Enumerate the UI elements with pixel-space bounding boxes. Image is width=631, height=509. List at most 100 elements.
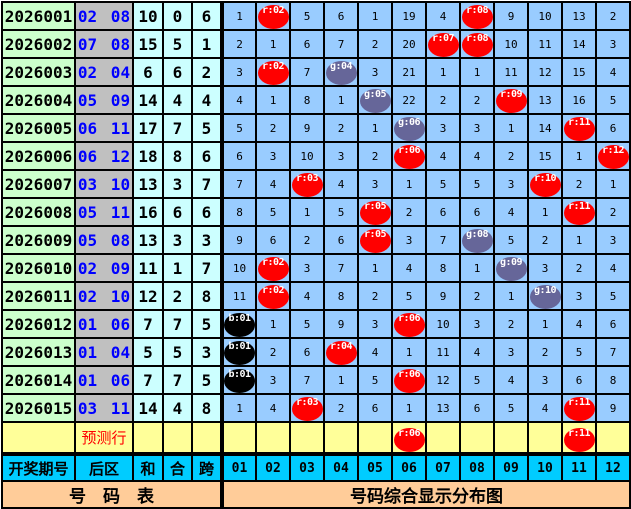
grid-cell: 5 bbox=[289, 309, 325, 339]
grid-cell: 16 bbox=[561, 85, 597, 115]
grid-cell: 5 bbox=[595, 85, 631, 115]
grid-cell: 1 bbox=[323, 365, 359, 395]
draw-row: 2026012 01 06 7 7 5 b:01 1 5 9 3 r:06 10 3 2 1 4 6 bbox=[1, 309, 631, 339]
number-ball: r:10 bbox=[529, 173, 561, 197]
grid-cell: 1 bbox=[493, 281, 529, 311]
combo-value: 1 bbox=[162, 253, 193, 283]
grid-cell: 11 bbox=[527, 29, 563, 59]
number-ball: r:06 bbox=[393, 145, 425, 169]
number-ball: r:11 bbox=[563, 428, 595, 452]
grid-cell bbox=[527, 421, 563, 455]
back-zone-numbers: 06 12 bbox=[74, 141, 134, 171]
grid-cell: 2 bbox=[255, 337, 291, 367]
grid-cell: 2 bbox=[323, 113, 359, 143]
draw-row: 2026013 01 04 5 5 3 b:01 2 6 r:04 4 1 11 4 3 2 5 7 bbox=[1, 337, 631, 367]
draw-row: 2026005 06 11 17 7 5 5 2 9 2 1 g:06 3 3 1 14 r:11 6 bbox=[1, 113, 631, 143]
span-value: 4 bbox=[191, 85, 223, 115]
grid-cell: 4 bbox=[289, 281, 325, 311]
number-ball: g:06 bbox=[393, 117, 425, 141]
prediction-span-cell bbox=[191, 421, 223, 455]
back-zone-numbers: 02 04 bbox=[74, 57, 134, 87]
number-ball: r:05 bbox=[359, 229, 391, 253]
grid-cell: 2 bbox=[561, 253, 597, 283]
grid-cell: 6 bbox=[289, 337, 325, 367]
grid-cell: 5 bbox=[493, 393, 529, 423]
grid-cell: 1 bbox=[357, 253, 393, 283]
grid-cell: r:03 bbox=[289, 393, 325, 423]
grid-cell: r:07 bbox=[425, 29, 461, 59]
grid-cell: 3 bbox=[459, 309, 495, 339]
grid-cell: 3 bbox=[527, 365, 563, 395]
grid-cell: 4 bbox=[459, 337, 495, 367]
grid-cell: 3 bbox=[391, 225, 427, 255]
span-value: 5 bbox=[191, 113, 223, 143]
grid-cell: g:09 bbox=[493, 253, 529, 283]
sum-value: 15 bbox=[132, 29, 164, 59]
grid-cell: 6 bbox=[425, 197, 461, 227]
grid-cell: 1 bbox=[391, 169, 427, 199]
span-value: 3 bbox=[191, 225, 223, 255]
header-row: 开奖期号 后区 和 合 跨 01 02 03 04 05 06 07 08 09 10 11 12 bbox=[1, 452, 631, 482]
number-ball: r:06 bbox=[393, 428, 425, 452]
back-zone-numbers: 05 08 bbox=[74, 225, 134, 255]
grid-cell: 5 bbox=[289, 1, 325, 31]
grid-cell: 1 bbox=[289, 197, 325, 227]
header-number-07: 07 bbox=[425, 452, 461, 482]
issue-number: 2026008 bbox=[1, 197, 76, 227]
grid-cell: 2 bbox=[289, 225, 325, 255]
grid-cell: 4 bbox=[255, 393, 291, 423]
grid-cell: 7 bbox=[220, 169, 257, 199]
back-zone-numbers: 07 08 bbox=[74, 29, 134, 59]
back-zone-numbers: 02 10 bbox=[74, 281, 134, 311]
number-ball: g:05 bbox=[359, 89, 391, 113]
grid-cell: g:06 bbox=[391, 113, 427, 143]
grid-cell: 9 bbox=[595, 393, 631, 423]
header-combo: 合 bbox=[162, 452, 193, 482]
grid-cell: 6 bbox=[323, 1, 359, 31]
draw-row: 2026006 06 12 18 8 6 6 3 10 3 2 r:06 4 4 2 15 1 r:12 bbox=[1, 141, 631, 171]
grid-cell: 7 bbox=[595, 337, 631, 367]
grid-cell: 1 bbox=[527, 197, 563, 227]
grid-cell: 7 bbox=[289, 365, 325, 395]
grid-cell: 1 bbox=[493, 113, 529, 143]
header-issue: 开奖期号 bbox=[1, 452, 76, 482]
grid-cell: 6 bbox=[459, 393, 495, 423]
grid-cell: 4 bbox=[493, 197, 529, 227]
back-zone-numbers: 06 11 bbox=[74, 113, 134, 143]
sum-value: 14 bbox=[132, 85, 164, 115]
grid-cell: g:04 bbox=[323, 57, 359, 87]
grid-cell: 8 bbox=[323, 281, 359, 311]
number-ball: g:04 bbox=[325, 61, 357, 85]
span-value: 8 bbox=[191, 393, 223, 423]
grid-cell: 7 bbox=[425, 225, 461, 255]
span-value: 6 bbox=[191, 1, 223, 31]
header-number-09: 09 bbox=[493, 452, 529, 482]
issue-number: 2026015 bbox=[1, 393, 76, 423]
grid-cell: 1 bbox=[527, 309, 563, 339]
back-zone-numbers: 01 04 bbox=[74, 337, 134, 367]
combo-value: 5 bbox=[162, 337, 193, 367]
grid-cell: r:02 bbox=[255, 281, 291, 311]
grid-cell bbox=[255, 421, 291, 455]
grid-cell: r:05 bbox=[357, 197, 393, 227]
grid-cell: r:04 bbox=[323, 337, 359, 367]
draw-row: 2026009 05 08 13 3 3 9 6 2 6 r:05 3 7 g:08 5 2 1 3 bbox=[1, 225, 631, 255]
grid-cell: 11 bbox=[425, 337, 461, 367]
grid-cell: 2 bbox=[425, 85, 461, 115]
grid-cell: 4 bbox=[357, 337, 393, 367]
grid-cell: r:11 bbox=[561, 197, 597, 227]
issue-number: 2026014 bbox=[1, 365, 76, 395]
sum-value: 7 bbox=[132, 309, 164, 339]
number-ball: r:04 bbox=[325, 341, 357, 365]
sum-value: 17 bbox=[132, 113, 164, 143]
span-value: 1 bbox=[191, 29, 223, 59]
grid-cell: 5 bbox=[561, 337, 597, 367]
number-ball: r:11 bbox=[563, 117, 595, 141]
combo-value: 4 bbox=[162, 393, 193, 423]
grid-cell: 3 bbox=[220, 57, 257, 87]
grid-cell: 1 bbox=[425, 57, 461, 87]
grid-cell: 6 bbox=[255, 225, 291, 255]
combo-value: 0 bbox=[162, 1, 193, 31]
issue-number: 2026003 bbox=[1, 57, 76, 87]
grid-cell: 2 bbox=[357, 29, 393, 59]
